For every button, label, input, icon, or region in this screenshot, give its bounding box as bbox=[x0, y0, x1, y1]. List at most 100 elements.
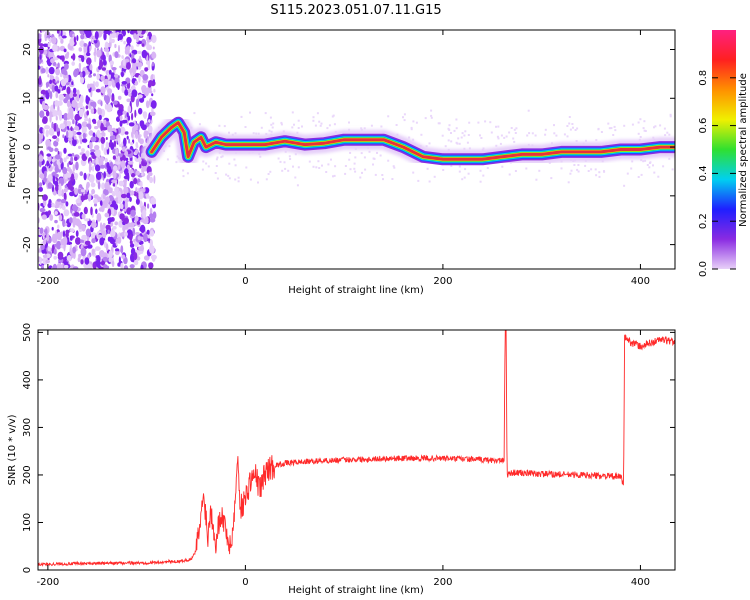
noise-speckle bbox=[100, 164, 105, 169]
noise-speckle bbox=[412, 138, 415, 141]
noise-speckle bbox=[59, 157, 63, 164]
noise-speckle bbox=[111, 96, 115, 102]
noise-speckle bbox=[121, 55, 124, 59]
noise-speckle bbox=[648, 166, 651, 169]
noise-speckle bbox=[584, 164, 587, 167]
snr-x-label: Height of straight line (km) bbox=[288, 585, 424, 596]
noise-speckle bbox=[237, 180, 240, 183]
noise-speckle bbox=[61, 68, 67, 75]
noise-speckle bbox=[57, 251, 64, 260]
noise-speckle bbox=[51, 84, 56, 93]
noise-speckle bbox=[148, 119, 151, 123]
noise-speckle bbox=[319, 124, 322, 127]
noise-speckle bbox=[225, 173, 228, 176]
noise-speckle bbox=[205, 162, 208, 165]
noise-speckle bbox=[61, 55, 65, 62]
noise-speckle bbox=[186, 172, 189, 175]
noise-speckle bbox=[80, 34, 85, 40]
noise-speckle bbox=[467, 134, 470, 136]
noise-speckle bbox=[508, 173, 511, 176]
y-tick-label: 400 bbox=[22, 370, 33, 389]
noise-speckle bbox=[102, 222, 106, 227]
y-tick-label: 10 bbox=[22, 92, 33, 105]
noise-speckle bbox=[75, 161, 79, 171]
noise-speckle bbox=[73, 36, 76, 43]
noise-speckle bbox=[111, 67, 117, 71]
noise-speckle bbox=[85, 105, 89, 110]
noise-speckle bbox=[103, 47, 110, 52]
noise-speckle bbox=[639, 118, 642, 121]
noise-speckle bbox=[91, 188, 96, 195]
noise-speckle bbox=[101, 182, 106, 190]
noise-speckle bbox=[76, 106, 79, 112]
noise-speckle bbox=[257, 181, 259, 184]
noise-speckle bbox=[128, 138, 131, 144]
noise-speckle bbox=[140, 188, 144, 193]
noise-speckle bbox=[102, 200, 108, 209]
noise-speckle bbox=[148, 90, 153, 94]
noise-speckle bbox=[207, 165, 210, 168]
noise-speckle bbox=[74, 114, 79, 121]
noise-speckle bbox=[102, 54, 106, 62]
noise-speckle bbox=[101, 130, 105, 137]
noise-speckle bbox=[59, 204, 62, 209]
noise-speckle bbox=[81, 121, 88, 128]
noise-speckle bbox=[643, 129, 646, 132]
noise-speckle bbox=[110, 131, 114, 136]
noise-speckle bbox=[215, 165, 218, 167]
noise-speckle bbox=[500, 134, 503, 137]
noise-speckle bbox=[640, 173, 643, 176]
noise-speckle bbox=[136, 155, 139, 159]
noise-speckle bbox=[497, 125, 500, 128]
noise-speckle bbox=[63, 112, 68, 121]
noise-speckle bbox=[141, 49, 148, 59]
spectrogram-frame bbox=[37, 29, 676, 270]
noise-speckle bbox=[292, 165, 294, 168]
noise-speckle bbox=[66, 100, 71, 108]
noise-speckle bbox=[595, 174, 598, 177]
noise-speckle bbox=[42, 254, 48, 258]
noise-speckle bbox=[148, 262, 154, 269]
noise-speckle bbox=[139, 138, 145, 145]
noise-speckle bbox=[412, 120, 415, 123]
noise-speckle bbox=[136, 43, 140, 47]
noise-speckle bbox=[479, 134, 481, 137]
noise-speckle bbox=[69, 235, 73, 241]
noise-speckle bbox=[151, 254, 156, 262]
noise-speckle bbox=[202, 160, 205, 163]
noise-speckle bbox=[114, 51, 119, 59]
noise-speckle bbox=[114, 221, 118, 226]
noise-speckle bbox=[94, 31, 99, 40]
noise-speckle bbox=[112, 100, 118, 105]
noise-speckle bbox=[88, 41, 91, 47]
noise-speckle bbox=[441, 134, 444, 137]
noise-speckle bbox=[81, 148, 85, 153]
noise-speckle bbox=[281, 169, 284, 172]
noise-speckle bbox=[216, 156, 219, 159]
noise-speckle bbox=[140, 180, 143, 188]
noise-speckle bbox=[126, 135, 129, 140]
colorbar-tick-label: 0.0 bbox=[698, 261, 709, 277]
noise-speckle bbox=[503, 136, 506, 139]
noise-speckle bbox=[38, 155, 44, 162]
noise-speckle bbox=[44, 125, 51, 130]
noise-speckle bbox=[360, 152, 363, 155]
noise-speckle bbox=[607, 122, 610, 125]
noise-speckle bbox=[538, 169, 541, 172]
noise-speckle bbox=[150, 111, 156, 117]
noise-speckle bbox=[135, 33, 140, 43]
noise-speckle bbox=[146, 54, 149, 63]
noise-speckle bbox=[664, 134, 667, 137]
signal-track bbox=[141, 112, 675, 170]
noise-speckle bbox=[105, 265, 110, 269]
noise-speckle bbox=[70, 228, 75, 233]
noise-speckle bbox=[403, 119, 406, 122]
noise-speckle bbox=[44, 31, 48, 38]
y-tick-label: 200 bbox=[22, 465, 33, 484]
noise-speckle bbox=[234, 132, 237, 135]
spectrogram-y-ticks: -20 -10 0 10 20 bbox=[22, 43, 675, 253]
noise-speckle bbox=[458, 170, 461, 173]
noise-speckle bbox=[72, 138, 77, 147]
noise-speckle bbox=[48, 66, 55, 75]
noise-speckle bbox=[90, 221, 97, 228]
